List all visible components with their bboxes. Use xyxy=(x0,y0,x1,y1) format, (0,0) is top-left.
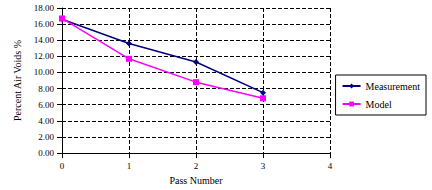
svg-text:6.00: 6.00 xyxy=(38,100,54,110)
svg-text:Percent Air Voids %: Percent Air Voids % xyxy=(12,40,23,121)
svg-text:14.00: 14.00 xyxy=(34,35,55,45)
svg-text:18.00: 18.00 xyxy=(34,3,55,13)
svg-text:Pass Number: Pass Number xyxy=(169,175,223,186)
svg-text:10.00: 10.00 xyxy=(34,67,55,77)
svg-text:2.00: 2.00 xyxy=(38,132,54,142)
svg-text:8.00: 8.00 xyxy=(38,84,54,94)
svg-text:2: 2 xyxy=(194,161,199,171)
svg-text:Measurement: Measurement xyxy=(366,81,421,92)
svg-text:3: 3 xyxy=(261,161,266,171)
svg-text:4: 4 xyxy=(328,161,333,171)
svg-text:12.00: 12.00 xyxy=(34,51,55,61)
svg-text:0: 0 xyxy=(60,161,65,171)
svg-text:16.00: 16.00 xyxy=(34,19,55,29)
svg-text:Model: Model xyxy=(366,99,392,110)
svg-text:4.00: 4.00 xyxy=(38,116,54,126)
svg-text:0.00: 0.00 xyxy=(38,148,54,158)
svg-text:1: 1 xyxy=(127,161,132,171)
